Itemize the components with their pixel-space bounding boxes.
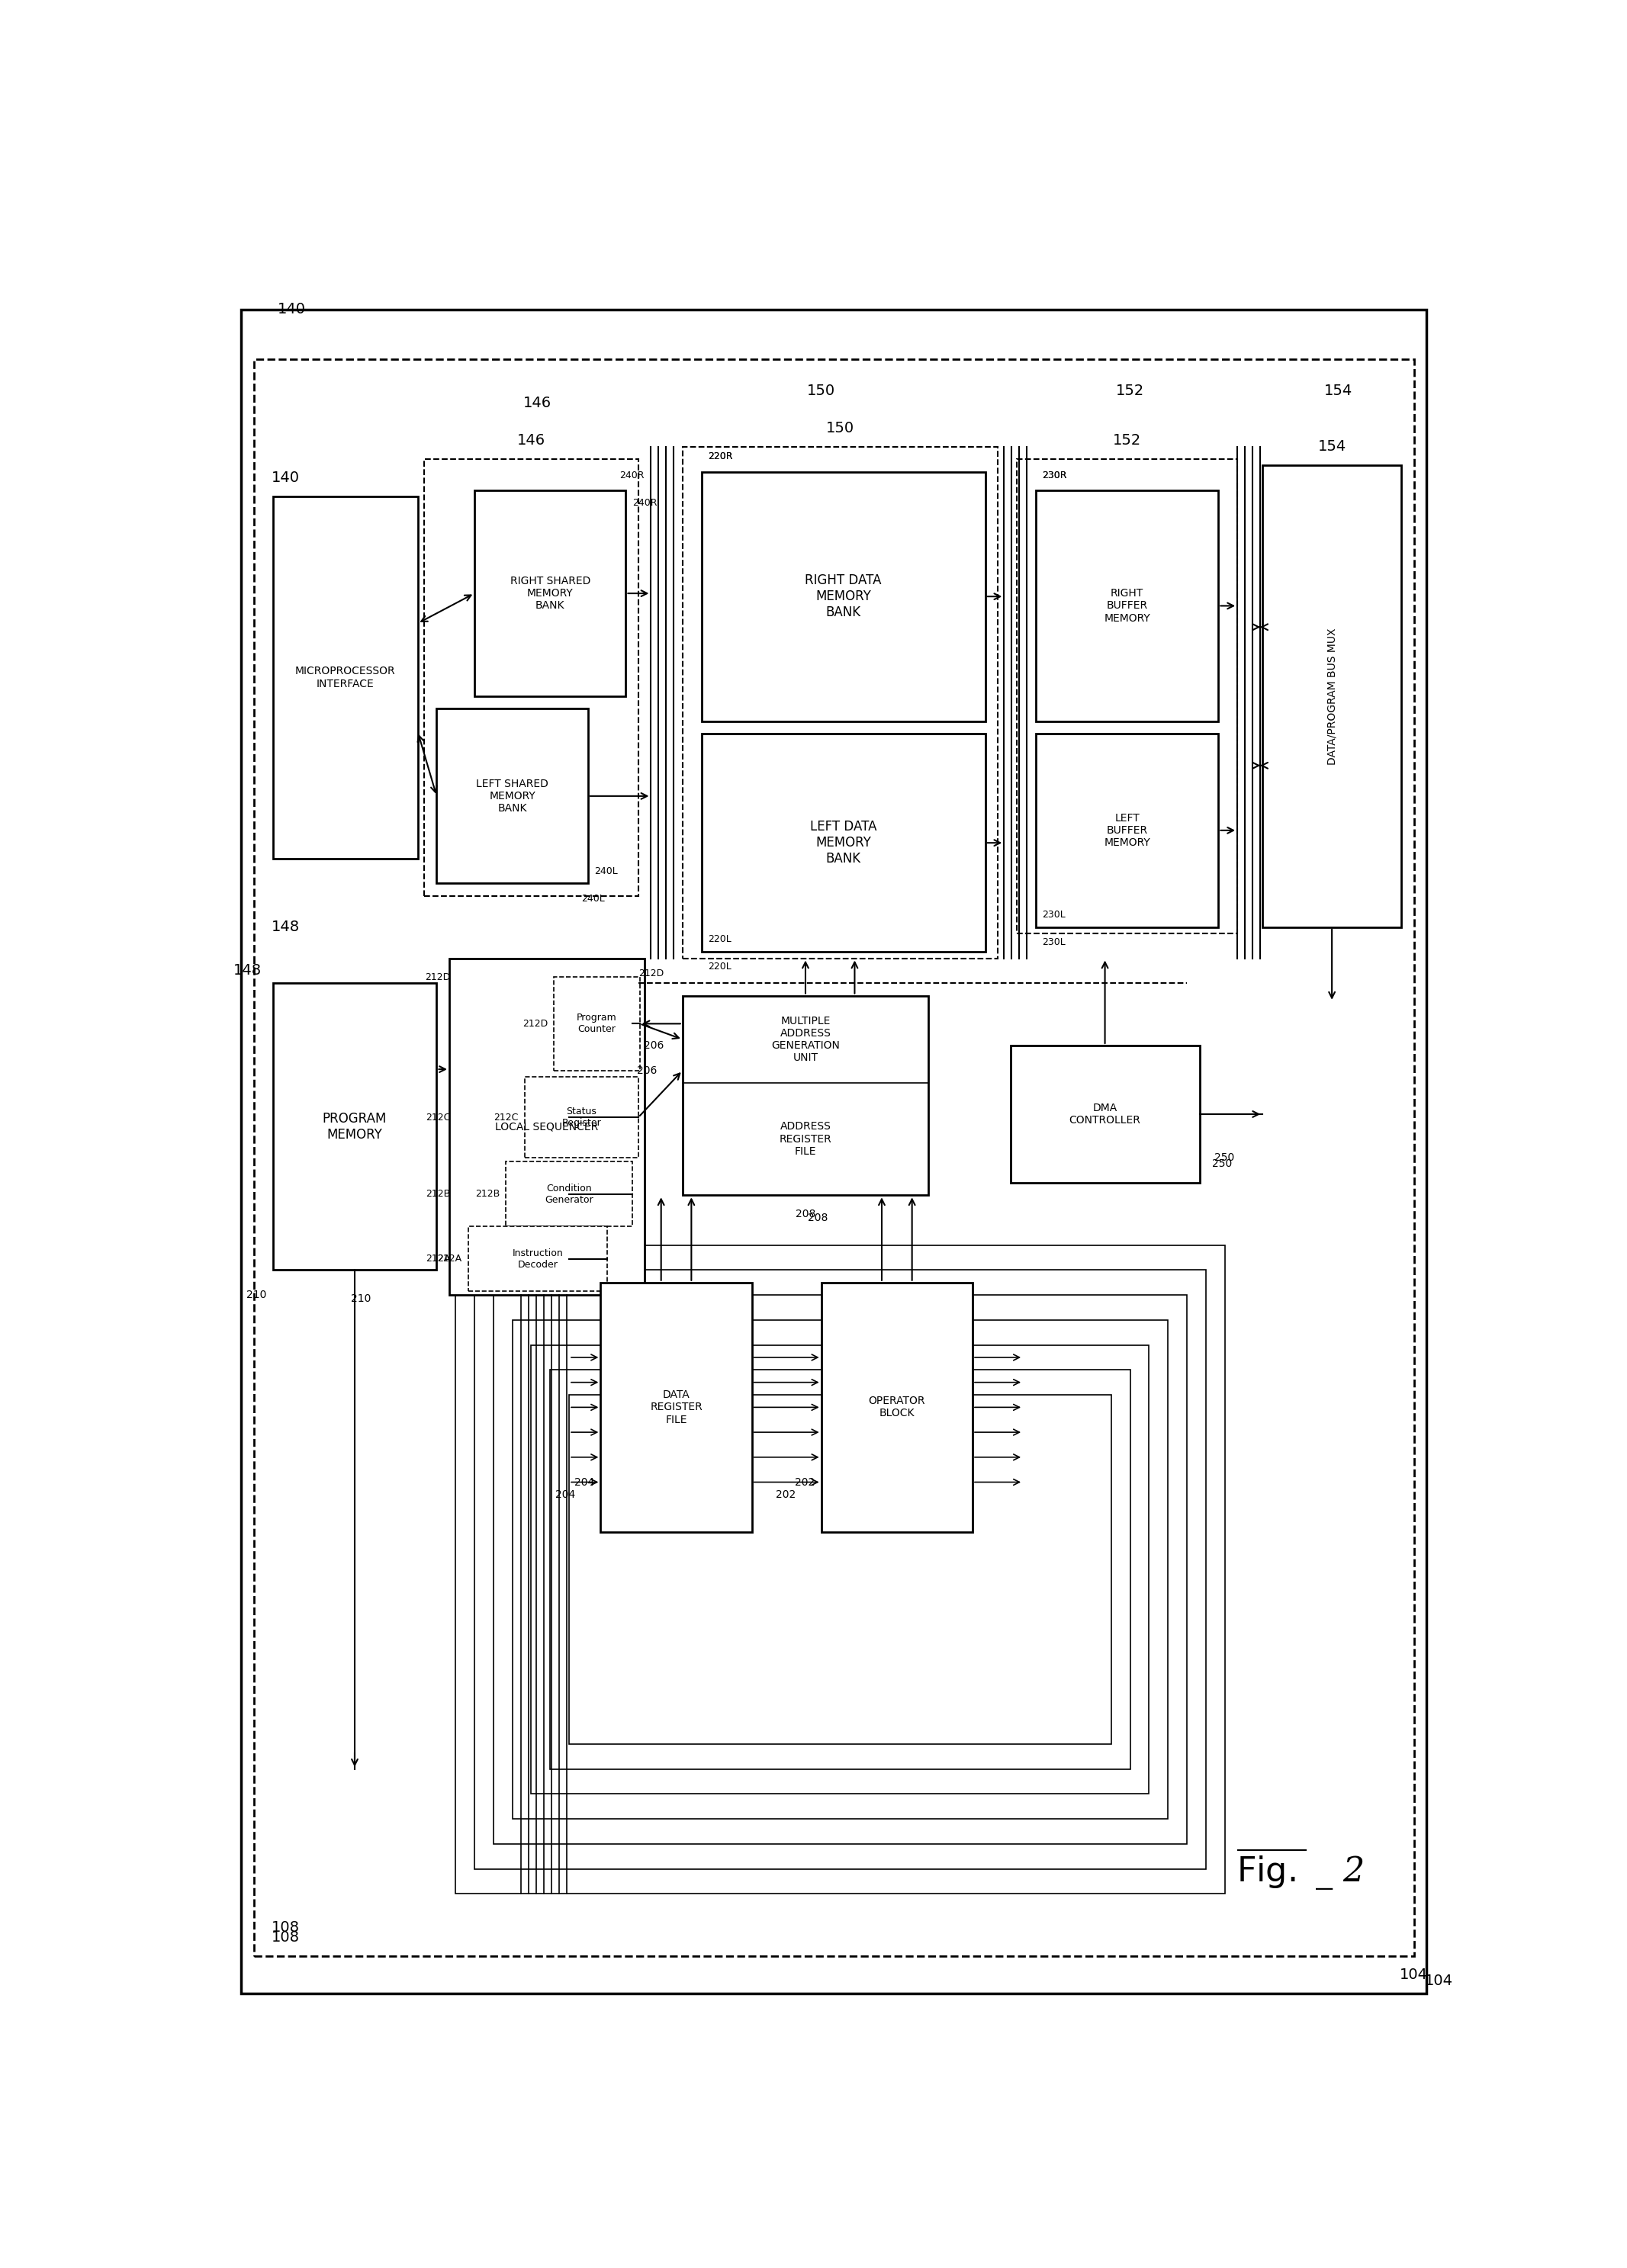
Text: 140: 140 [272, 472, 299, 485]
Text: LEFT SHARED
MEMORY
BANK: LEFT SHARED MEMORY BANK [477, 778, 548, 814]
Text: 212C: 212C [495, 1111, 519, 1123]
Text: 212A: 212A [426, 1254, 451, 1263]
Text: 212B: 212B [426, 1188, 451, 1200]
Text: 104: 104 [1425, 1973, 1453, 1989]
Text: 240R: 240R [620, 469, 644, 481]
Text: DATA/PROGRAM BUS MUX: DATA/PROGRAM BUS MUX [1326, 628, 1337, 764]
Bar [569, 1395, 1111, 1744]
Text: 154: 154 [1318, 440, 1346, 454]
Bar [475, 490, 626, 696]
Text: 154: 154 [1324, 383, 1352, 397]
Bar [526, 1077, 638, 1157]
Text: 204: 204 [555, 1490, 576, 1499]
Bar [683, 447, 997, 957]
Bar [456, 1245, 1225, 1894]
Bar [822, 1284, 973, 1533]
Bar [701, 472, 986, 721]
Text: 212D: 212D [522, 1018, 548, 1030]
Bar [273, 497, 418, 860]
Text: 208: 208 [796, 1209, 815, 1220]
Bar [1017, 458, 1238, 934]
Text: 150: 150 [807, 383, 835, 397]
Text: LEFT DATA
MEMORY
BANK: LEFT DATA MEMORY BANK [810, 821, 877, 866]
Bar [1263, 465, 1401, 928]
Text: 212B: 212B [475, 1188, 499, 1200]
Text: RIGHT
BUFFER
MEMORY: RIGHT BUFFER MEMORY [1103, 587, 1150, 624]
Text: Instruction
Decoder: Instruction Decoder [513, 1247, 563, 1270]
Text: 210: 210 [246, 1290, 267, 1300]
Bar [449, 957, 644, 1295]
Bar [513, 1320, 1168, 1819]
Text: 146: 146 [524, 397, 552, 411]
Bar [475, 1270, 1206, 1869]
Text: 230R: 230R [1041, 469, 1067, 481]
Text: 220R: 220R [708, 451, 732, 463]
Text: 206: 206 [638, 1066, 657, 1075]
Text: LEFT
BUFFER
MEMORY: LEFT BUFFER MEMORY [1103, 812, 1150, 848]
Text: 210: 210 [351, 1293, 371, 1304]
Text: Condition
Generator: Condition Generator [545, 1184, 594, 1204]
Text: 240L: 240L [582, 894, 605, 903]
Text: 140: 140 [278, 302, 306, 318]
Bar [493, 1295, 1188, 1844]
Text: 212D: 212D [425, 973, 451, 982]
Text: 108: 108 [272, 1921, 299, 1935]
Bar [683, 996, 929, 1084]
Bar [1036, 735, 1219, 928]
Text: 202: 202 [776, 1490, 796, 1499]
Text: 208: 208 [809, 1213, 828, 1222]
Bar [1036, 490, 1219, 721]
Bar [701, 735, 986, 953]
Bar [683, 1084, 929, 1195]
Text: LOCAL SEQUENCER: LOCAL SEQUENCER [495, 1120, 599, 1132]
Text: 212D: 212D [638, 968, 664, 978]
Text: 230L: 230L [1041, 909, 1066, 919]
Text: 108: 108 [272, 1930, 299, 1944]
Text: 250: 250 [1215, 1152, 1235, 1163]
Text: RIGHT SHARED
MEMORY
BANK: RIGHT SHARED MEMORY BANK [509, 576, 591, 610]
Text: 230R: 230R [1041, 469, 1067, 481]
Text: 220R: 220R [708, 451, 732, 463]
Text: OPERATOR
BLOCK: OPERATOR BLOCK [869, 1395, 926, 1420]
Text: 202: 202 [796, 1476, 815, 1488]
Text: 152: 152 [1113, 433, 1141, 447]
Text: Status
Register: Status Register [561, 1107, 602, 1127]
Text: 212A: 212A [438, 1254, 462, 1263]
Text: 104: 104 [1399, 1969, 1429, 1982]
Text: RIGHT DATA
MEMORY
BANK: RIGHT DATA MEMORY BANK [805, 574, 882, 619]
Bar [436, 708, 587, 885]
Text: 204: 204 [574, 1476, 594, 1488]
Text: MICROPROCESSOR
INTERFACE: MICROPROCESSOR INTERFACE [294, 667, 395, 689]
Bar [506, 1161, 633, 1227]
Text: 152: 152 [1116, 383, 1144, 397]
Text: 220L: 220L [708, 934, 731, 943]
Text: Program
Counter: Program Counter [576, 1014, 617, 1034]
Text: 148: 148 [233, 964, 262, 978]
Bar [1010, 1046, 1199, 1184]
Text: MULTIPLE
ADDRESS
GENERATION
UNIT: MULTIPLE ADDRESS GENERATION UNIT [771, 1016, 840, 1064]
Text: 146: 146 [517, 433, 545, 447]
Text: $\overline{\mathrm{Fig.}}$ _ 2: $\overline{\mathrm{Fig.}}$ _ 2 [1237, 1846, 1363, 1892]
Bar [532, 1345, 1149, 1794]
Bar [273, 984, 436, 1270]
Bar [550, 1370, 1131, 1769]
Text: 240R: 240R [633, 499, 657, 508]
Bar [425, 458, 638, 896]
Bar [469, 1227, 607, 1290]
Text: 220L: 220L [708, 962, 731, 973]
Text: 230L: 230L [1041, 937, 1066, 948]
Text: 148: 148 [272, 921, 299, 934]
Text: 240L: 240L [594, 866, 618, 875]
Text: DMA
CONTROLLER: DMA CONTROLLER [1069, 1102, 1141, 1125]
Text: DATA
REGISTER
FILE: DATA REGISTER FILE [651, 1390, 703, 1424]
Text: 150: 150 [827, 422, 854, 435]
Text: ADDRESS
REGISTER
FILE: ADDRESS REGISTER FILE [779, 1120, 831, 1157]
Bar [600, 1284, 752, 1533]
Bar [553, 978, 639, 1070]
Text: 250: 250 [1212, 1159, 1232, 1170]
Text: 212C: 212C [426, 1114, 451, 1123]
Text: PROGRAM
MEMORY: PROGRAM MEMORY [322, 1111, 387, 1141]
Bar [683, 996, 929, 1195]
Text: 206: 206 [644, 1041, 664, 1050]
